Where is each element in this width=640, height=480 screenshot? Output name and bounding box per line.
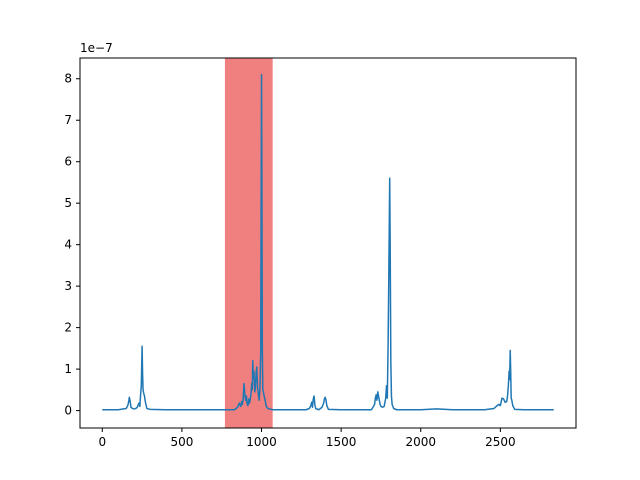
y-tick-label: 4 [64,238,72,252]
x-tick-label: 1500 [326,435,357,449]
highlight-span [224,58,273,428]
x-tick-label: 500 [170,435,193,449]
y-tick-label: 8 [64,72,72,86]
x-tick-label: 2000 [405,435,436,449]
x-tick-label: 0 [98,435,106,449]
x-tick-label: 1000 [246,435,277,449]
x-axis-ticks: 0 500 1000 1500 2000 2500 [98,428,516,449]
series-line-layer [102,73,554,411]
y-tick-label: 2 [64,321,72,335]
y-tick-label: 7 [64,113,72,127]
y-tick-label: 3 [64,279,72,293]
x-tick-label: 2500 [485,435,516,449]
y-axis-ticks: 0 1 2 3 4 5 6 7 8 [64,72,80,418]
y-tick-label: 5 [64,196,72,210]
y-tick-label: 1 [64,362,72,376]
plot-frame [79,57,577,429]
series-line-0 [102,73,554,411]
y-tick-label: 0 [64,404,72,418]
y-tick-label: 6 [64,155,72,169]
y-offset-label: 1e−7 [80,41,113,55]
highlight-span-layer [224,58,273,428]
